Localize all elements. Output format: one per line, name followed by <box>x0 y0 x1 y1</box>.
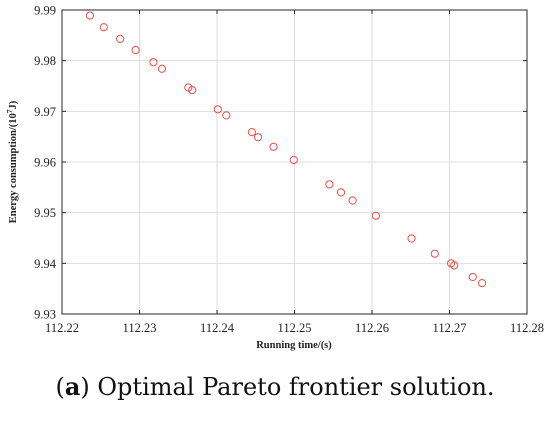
y-tick-label: 9.97 <box>34 105 56 119</box>
data-points <box>85 11 487 288</box>
caption-letter: a <box>64 372 81 401</box>
data-point <box>407 234 416 243</box>
x-tick-label: 112.23 <box>123 321 157 335</box>
caption-open-paren: ( <box>55 373 65 401</box>
data-point <box>131 45 140 55</box>
y-tick-label: 9.94 <box>34 257 57 271</box>
figure-caption: (a) Optimal Pareto frontier solution. <box>0 372 550 402</box>
x-tick-label: 112.28 <box>510 321 544 335</box>
y-tick-label: 9.96 <box>34 156 56 170</box>
data-point <box>149 58 158 67</box>
y-tick-label: 9.95 <box>34 206 56 220</box>
data-point <box>247 128 256 137</box>
y-tick-label: 9.93 <box>34 308 56 322</box>
data-point <box>371 211 380 220</box>
caption-text: ) Optimal Pareto frontier solution. <box>80 373 495 401</box>
ticks: 112.22 112.23 112.24 112.25 112.26 112.27 112.… <box>34 4 544 336</box>
x-tick-label: 112.26 <box>355 321 389 335</box>
y-tick-label: 9.99 <box>34 4 56 18</box>
data-point <box>325 180 334 189</box>
data-point <box>188 85 197 95</box>
data-point <box>116 34 125 43</box>
x-tick-label: 112.22 <box>45 321 79 335</box>
x-axis-label: Running time/(s) <box>256 340 332 351</box>
data-point <box>468 272 477 282</box>
data-point <box>253 133 263 142</box>
data-point <box>477 278 487 288</box>
data-point <box>348 196 357 205</box>
data-point <box>222 111 231 120</box>
data-point <box>450 261 459 270</box>
data-point <box>85 11 95 20</box>
grid <box>62 10 527 314</box>
y-axis-label: Energy consumption/(107J) <box>5 100 19 223</box>
data-point <box>213 105 222 114</box>
data-point <box>289 155 298 165</box>
data-point <box>269 142 278 151</box>
data-point <box>336 188 346 197</box>
scatter-chart: 112.22 112.23 112.24 112.25 112.26 112.27 112.… <box>5 4 544 352</box>
data-point <box>430 249 439 258</box>
x-tick-label: 112.25 <box>278 321 312 335</box>
data-point <box>157 64 167 73</box>
x-tick-label: 112.27 <box>433 321 467 335</box>
x-tick-label: 112.24 <box>200 321 235 335</box>
y-tick-label: 9.98 <box>34 54 56 68</box>
data-point <box>99 23 108 32</box>
